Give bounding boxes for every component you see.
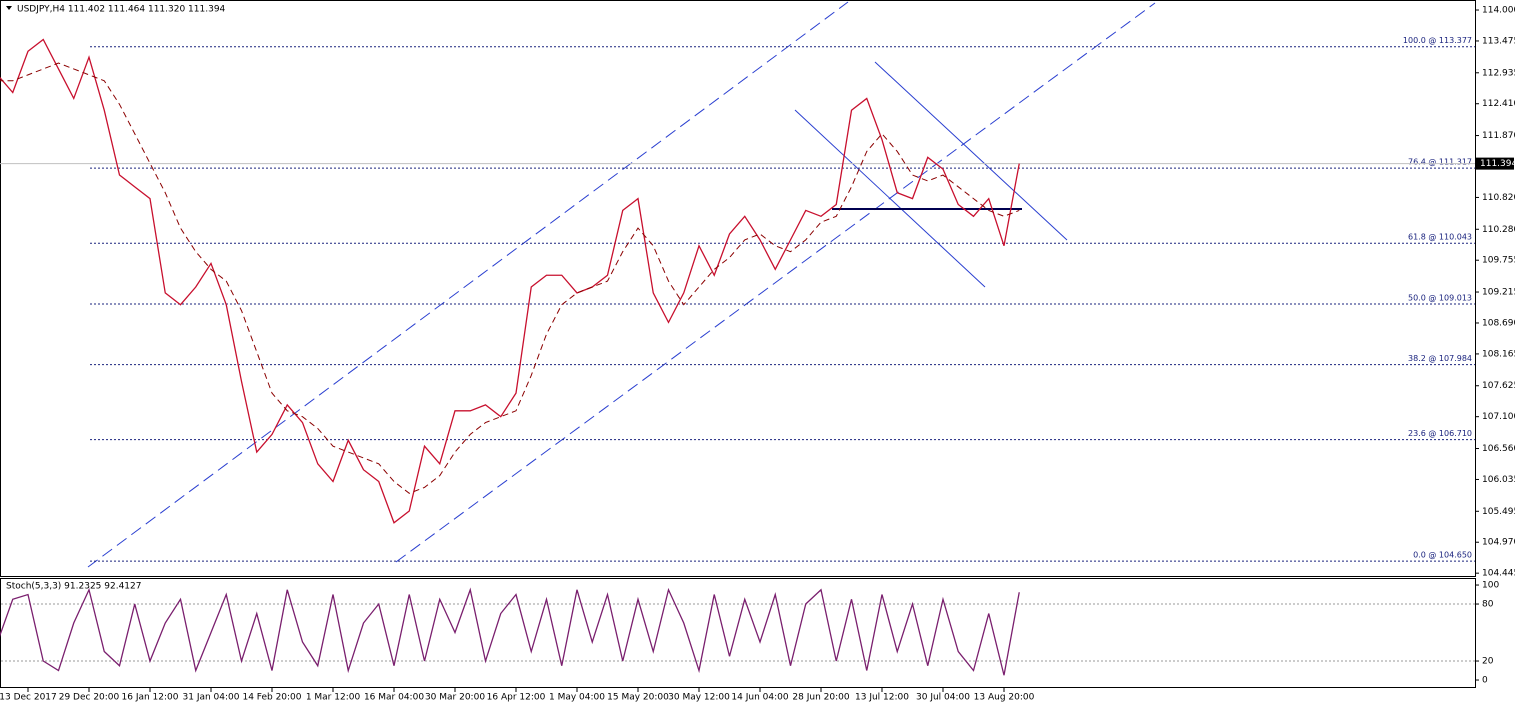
stoch-title: Stoch(5,3,3) 91.2325 92.4127 (6, 582, 141, 592)
x-tick-label: 16 Apr 12:00 (487, 693, 546, 703)
chart-title: USDJPY,H4 111.402 111.464 111.320 111.39… (17, 5, 226, 15)
last-price-box (1476, 157, 1514, 170)
y-tick-label: 109.215 (1482, 288, 1515, 298)
level-label: 38.2 @ 107.984 (1408, 354, 1472, 363)
level-label: 61.8 @ 110.043 (1408, 233, 1472, 242)
x-tick-label: 31 Jan 04:00 (183, 693, 240, 703)
y-tick-label: 104.970 (1482, 538, 1515, 548)
y-tick-label: 100 (1482, 581, 1499, 591)
trend-line (874, 61, 1068, 241)
y-tick-label: 109.755 (1482, 256, 1515, 266)
x-tick-label: 16 Jan 12:00 (122, 693, 179, 703)
last-price-label: 111.394 (1480, 159, 1515, 169)
x-tick-label: 16 Mar 04:00 (364, 693, 424, 703)
x-tick-label: 14 Feb 20:00 (242, 693, 301, 703)
series-line (0, 62, 1020, 494)
y-tick-label: 114.000 (1482, 6, 1515, 16)
x-tick-label: 29 Dec 20:00 (59, 693, 120, 703)
y-tick-label: 108.690 (1482, 318, 1515, 328)
y-tick-label: 110.280 (1482, 225, 1515, 235)
x-tick-label: 15 May 20:00 (607, 693, 669, 703)
drawn-lines (87, 1, 1156, 568)
stoch-panel (0, 578, 1476, 688)
level-label: 23.6 @ 106.710 (1408, 429, 1472, 438)
x-tick-label: 1 May 04:00 (549, 693, 605, 703)
y-tick-label: 20 (1482, 657, 1494, 667)
level-label: 76.4 @ 111.317 (1408, 158, 1472, 167)
x-tick-label: 14 Jun 04:00 (731, 693, 788, 703)
y-tick-label: 110.820 (1482, 193, 1515, 203)
x-tick-label: 30 Mar 20:00 (425, 693, 485, 703)
y-tick-label: 107.100 (1482, 412, 1515, 422)
x-tick-label: 30 May 12:00 (668, 693, 730, 703)
x-tick-label: 13 Dec 2017 (0, 693, 57, 703)
channel-upper (87, 1, 849, 568)
main-panel (0, 0, 1476, 577)
x-tick-label: 13 Aug 20:00 (974, 693, 1035, 703)
y-tick-label: 112.410 (1482, 99, 1515, 109)
x-tick-label: 1 Mar 12:00 (306, 693, 361, 703)
x-tick-label: 28 Jun 20:00 (792, 693, 849, 703)
y-tick-label: 113.475 (1482, 36, 1515, 46)
y-tick-label: 112.935 (1482, 68, 1515, 78)
level-label: 50.0 @ 109.013 (1408, 293, 1472, 302)
y-tick-label: 108.165 (1482, 349, 1515, 359)
y-tick-label: 107.625 (1482, 381, 1515, 391)
y-tick-label: 0 (1482, 676, 1488, 686)
y-tick-label: 80 (1482, 600, 1494, 610)
y-tick-label: 111.870 (1482, 131, 1515, 141)
channel-lower (395, 2, 1156, 563)
menu-arrow (6, 6, 12, 10)
y-tick-label: 104.445 (1482, 569, 1515, 579)
level-label: 0.0 @ 104.650 (1413, 551, 1472, 560)
y-tick-label: 105.495 (1482, 507, 1515, 517)
x-tick-label: 13 Jul 12:00 (855, 693, 909, 703)
trend-line (794, 109, 986, 288)
x-tick-label: 30 Jul 04:00 (916, 693, 970, 703)
series-line (0, 587, 1020, 676)
series-line (0, 38, 1020, 524)
y-tick-label: 106.035 (1482, 475, 1515, 485)
y-tick-label: 106.560 (1482, 444, 1515, 454)
level-label: 100.0 @ 113.377 (1403, 36, 1472, 45)
